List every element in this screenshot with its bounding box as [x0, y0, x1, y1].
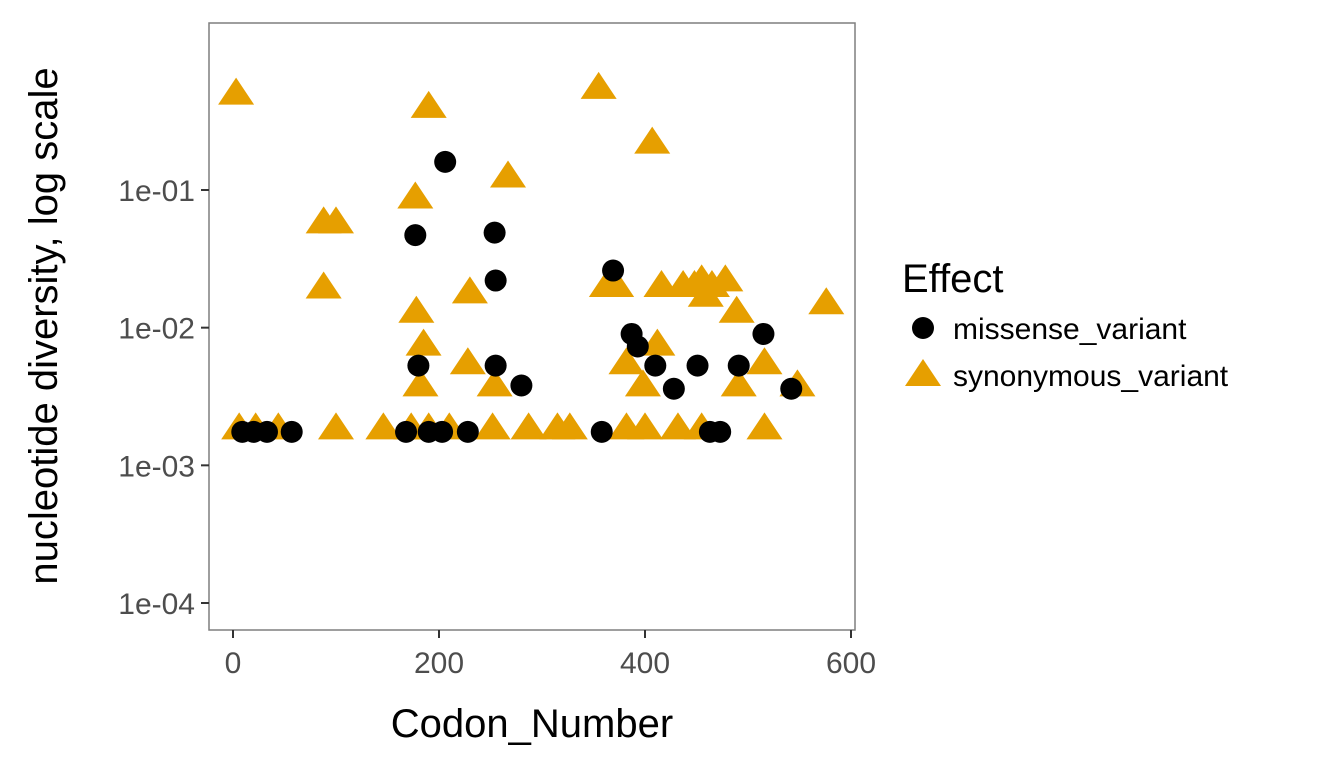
synonymous-point — [608, 347, 645, 375]
legend-missense-circle-icon — [912, 317, 934, 339]
synonymous-point — [476, 369, 513, 397]
missense-point — [280, 420, 303, 443]
synonymous-point — [808, 287, 845, 315]
synonymous-point — [624, 369, 661, 397]
legend-title: Effect — [902, 257, 1004, 301]
synonymous-point — [451, 276, 488, 304]
legend-label-missense: missense_variant — [953, 313, 1187, 346]
x-tick-label: 400 — [620, 647, 670, 680]
missense-point — [590, 420, 613, 443]
y-axis: 1e-04 1e-03 1e-02 1e-01 — [118, 175, 209, 621]
plot-panel — [208, 22, 856, 631]
synonymous-point — [627, 412, 663, 440]
missense-point — [404, 224, 427, 247]
missense-point — [456, 420, 479, 443]
synonymous-point — [398, 295, 435, 323]
synonymous-point — [746, 347, 783, 375]
x-tick-label: 0 — [225, 647, 242, 680]
synonymous-point — [634, 126, 671, 154]
missense-point — [407, 354, 430, 377]
missense-point — [727, 354, 750, 377]
data-points — [218, 71, 845, 443]
synonymous-point — [598, 270, 635, 298]
y-tick-label: 1e-04 — [118, 588, 195, 621]
missense-point — [431, 420, 454, 443]
missense-point — [395, 420, 418, 443]
synonymous-point — [718, 295, 755, 323]
synonymous-point — [318, 412, 354, 440]
missense-point — [686, 354, 709, 377]
y-tick-label: 1e-03 — [118, 450, 195, 483]
synonymous-point — [305, 271, 342, 299]
synonymous-point — [707, 264, 744, 292]
synonymous-point — [659, 412, 696, 440]
synonymous-point — [720, 369, 757, 397]
synonymous-point — [318, 206, 354, 234]
synonymous-point — [580, 71, 617, 99]
missense-point — [644, 354, 667, 377]
synonymous-point — [410, 90, 447, 118]
synonymous-point — [746, 412, 783, 440]
synonymous-point — [510, 412, 547, 440]
synonymous-point — [551, 412, 588, 440]
y-axis-title: nucleotide diversity, log scale — [22, 67, 66, 584]
missense-point — [602, 259, 625, 282]
legend-synonymous-triangle-icon — [905, 359, 941, 386]
missense-point — [484, 269, 507, 292]
missense-point — [662, 377, 685, 400]
synonymous-point — [490, 160, 527, 188]
x-tick-label: 600 — [826, 647, 876, 680]
synonymous-point — [402, 369, 439, 397]
synonymous-point — [474, 412, 511, 440]
missense-point — [709, 420, 732, 443]
missense-point — [752, 322, 775, 345]
y-tick-label: 1e-02 — [118, 313, 195, 346]
missense-point — [483, 221, 506, 244]
missense-point — [255, 420, 278, 443]
synonymous-point — [218, 77, 255, 105]
synonymous-point — [449, 347, 486, 375]
missense-point — [780, 377, 803, 400]
missense-point — [484, 354, 507, 377]
missense-point — [434, 150, 457, 173]
y-tick-label: 1e-01 — [118, 175, 195, 208]
x-axis: 0 200 400 600 — [225, 630, 876, 680]
missense-point — [510, 374, 533, 397]
legend-label-synonymous: synonymous_variant — [953, 360, 1229, 393]
synonymous-point — [397, 181, 434, 209]
x-tick-label: 200 — [414, 647, 464, 680]
x-axis-title: Codon_Number — [391, 702, 673, 746]
legend: Effect missense_variant synonymous_varia… — [902, 257, 1229, 393]
synonymous-point — [365, 412, 402, 440]
synonymous-point — [405, 328, 442, 356]
missense-point — [626, 335, 649, 358]
